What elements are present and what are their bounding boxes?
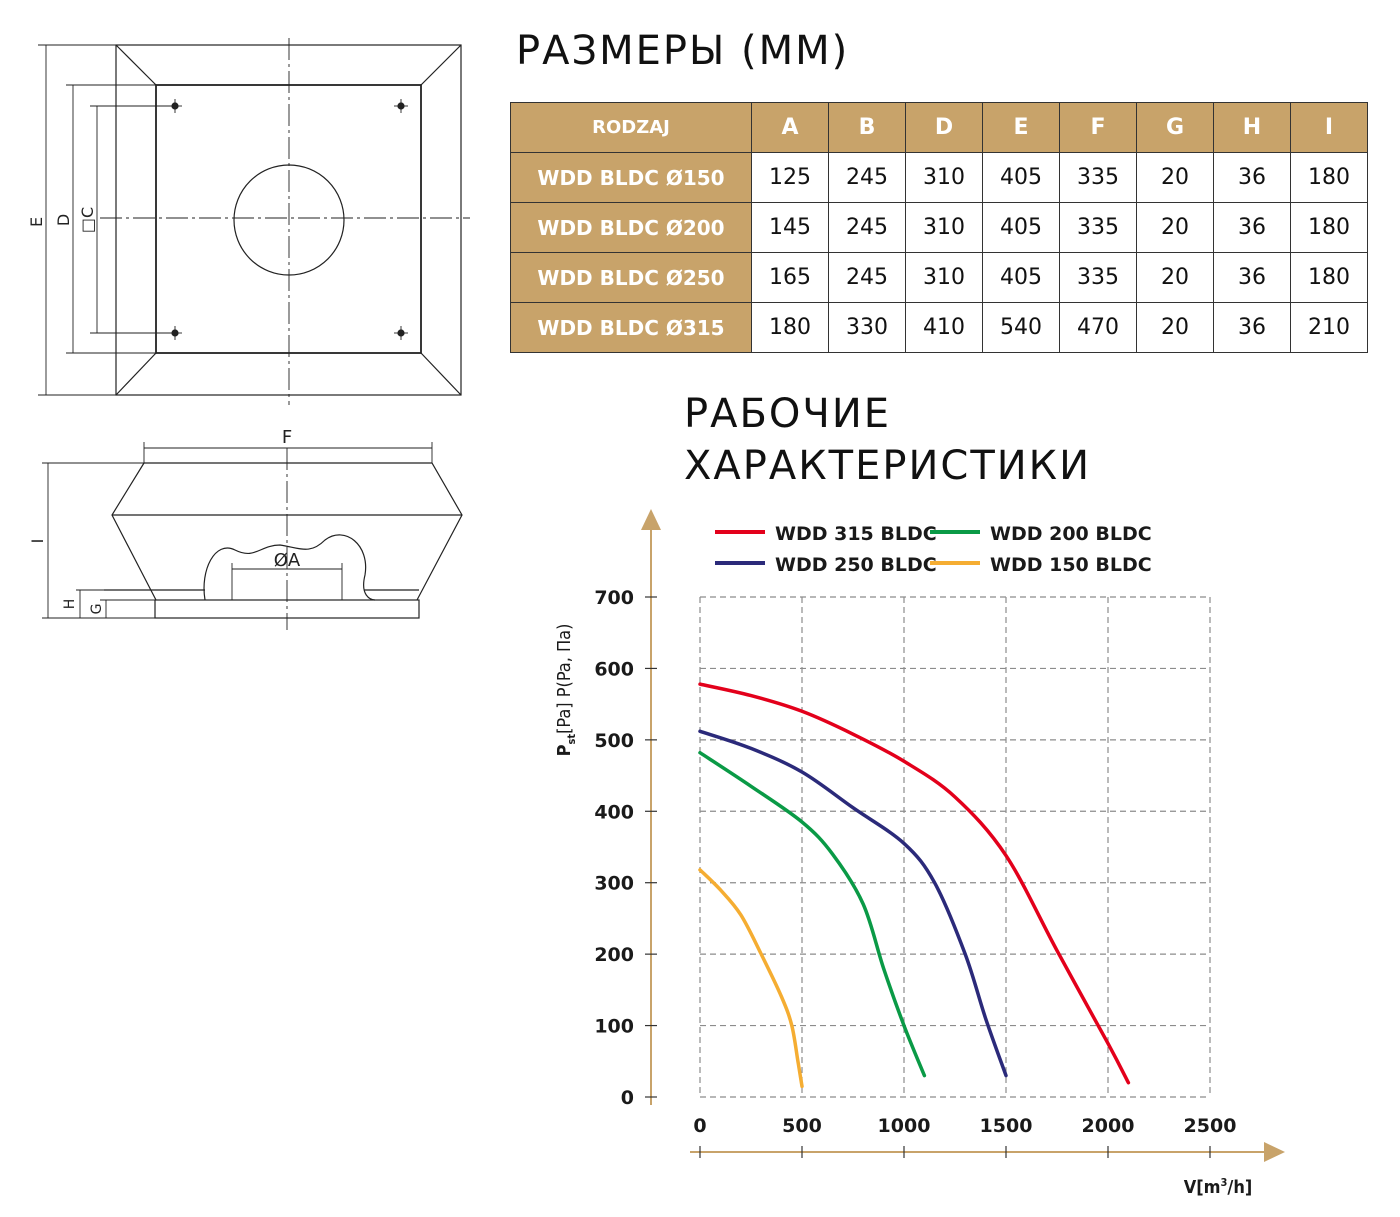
chart-legend: WDD 315 BLDC WDD 250 BLDC WDD 200 BLDC WDD … bbox=[715, 523, 1152, 576]
table-cell: 410 bbox=[905, 302, 983, 353]
x-axis-arrow bbox=[1264, 1142, 1285, 1162]
label-A: ØA bbox=[274, 550, 301, 571]
table-cell: 180 bbox=[1290, 152, 1368, 203]
label-D: D bbox=[54, 214, 73, 226]
table-cell: 335 bbox=[1059, 152, 1137, 203]
y-tick-label: 0 bbox=[621, 1087, 634, 1109]
legend-label: WDD 250 BLDC bbox=[775, 554, 937, 576]
y-label-sub: st bbox=[565, 734, 578, 745]
x-tick-label: 0 bbox=[693, 1115, 706, 1137]
header-cell: E bbox=[982, 102, 1060, 153]
side-breakout bbox=[203, 534, 376, 601]
y-label-rest: [Pa] P(Pa, Па) bbox=[554, 624, 575, 734]
table-cell: 20 bbox=[1136, 202, 1214, 253]
y-tick-label: 200 bbox=[594, 944, 634, 966]
chart-grid bbox=[699, 596, 1211, 1098]
table-cell: 245 bbox=[828, 152, 906, 203]
legend-label: WDD 315 BLDC bbox=[775, 523, 937, 545]
y-tick-label: 500 bbox=[594, 730, 634, 752]
technical-drawing: E D □C F ØA I H G bbox=[27, 38, 470, 630]
x-label-main: V[m bbox=[1184, 1177, 1221, 1198]
y-tick-label: 600 bbox=[594, 658, 634, 680]
chart-series bbox=[698, 682, 1131, 1089]
legend-label: WDD 200 BLDC bbox=[990, 523, 1152, 545]
label-C: □C bbox=[78, 207, 97, 233]
y-label-main: P bbox=[554, 744, 575, 756]
performance-title-line1: РАБОЧИЕ bbox=[684, 391, 892, 437]
table-cell: 470 bbox=[1059, 302, 1137, 353]
series-line-0 bbox=[698, 682, 1131, 1085]
label-I: I bbox=[28, 539, 47, 544]
x-tick-label: 2500 bbox=[1184, 1115, 1237, 1137]
model-cell: WDD BLDC Ø200 bbox=[510, 202, 752, 253]
label-E: E bbox=[27, 217, 46, 227]
header-cell: D bbox=[905, 102, 983, 153]
x-tick-label: 500 bbox=[782, 1115, 822, 1137]
header-cell: G bbox=[1136, 102, 1214, 153]
y-tick-label: 700 bbox=[594, 587, 634, 609]
table-cell: 330 bbox=[828, 302, 906, 353]
model-cell: WDD BLDC Ø150 bbox=[510, 152, 752, 203]
table-cell: 165 bbox=[751, 252, 829, 303]
outer-frame bbox=[115, 44, 462, 396]
table-header-row: RODZAJ A B D E F G H I bbox=[510, 102, 1368, 153]
table-cell: 310 bbox=[905, 202, 983, 253]
label-G: G bbox=[89, 604, 105, 615]
inner-frame bbox=[155, 84, 422, 354]
chart-axes: 0 100 200 300 400 500 600 700 0 500 1000 1500 2000 25… bbox=[594, 509, 1285, 1162]
legend-label: WDD 150 BLDC bbox=[990, 554, 1152, 576]
table-cell: 180 bbox=[1290, 252, 1368, 303]
y-axis-label: Pst[Pa] P(Pa, Па) bbox=[554, 624, 578, 757]
table-cell: 335 bbox=[1059, 252, 1137, 303]
table-cell: 405 bbox=[982, 252, 1060, 303]
table-row: WDD BLDC Ø250 165 245 310 405 335 20 36 … bbox=[510, 252, 1368, 303]
table-cell: 540 bbox=[982, 302, 1060, 353]
dimensions-table: RODZAJ A B D E F G H I WDD BLDC Ø150 125… bbox=[510, 102, 1368, 353]
label-H: H bbox=[62, 599, 78, 610]
x-tick-label: 1000 bbox=[878, 1115, 931, 1137]
x-label-sup: 3 bbox=[1221, 1176, 1228, 1189]
table-cell: 125 bbox=[751, 152, 829, 203]
y-tick-label: 100 bbox=[594, 1016, 634, 1038]
header-cell: A bbox=[751, 102, 829, 153]
x-axis-label: V[m3/h] bbox=[1184, 1176, 1253, 1198]
table-cell: 145 bbox=[751, 202, 829, 253]
header-cell: RODZAJ bbox=[510, 102, 752, 153]
series-line-3 bbox=[698, 868, 804, 1089]
performance-title: РАБОЧИЕ ХАРАКТЕРИСТИКИ bbox=[684, 388, 1091, 492]
x-label-rest: /h] bbox=[1227, 1177, 1252, 1198]
header-cell: I bbox=[1290, 102, 1368, 153]
x-tick-label: 1500 bbox=[980, 1115, 1033, 1137]
table-cell: 20 bbox=[1136, 302, 1214, 353]
table-cell: 210 bbox=[1290, 302, 1368, 353]
y-tick-label: 400 bbox=[594, 801, 634, 823]
header-cell: F bbox=[1059, 102, 1137, 153]
table-row: WDD BLDC Ø150 125 245 310 405 335 20 36 … bbox=[510, 152, 1368, 203]
y-tick-label: 300 bbox=[594, 873, 634, 895]
table-cell: 245 bbox=[828, 202, 906, 253]
header-cell: B bbox=[828, 102, 906, 153]
dimensions-title: РАЗМЕРЫ (MM) bbox=[516, 28, 850, 74]
table-cell: 36 bbox=[1213, 152, 1291, 203]
table-row: WDD BLDC Ø315 180 330 410 540 470 20 36 … bbox=[510, 302, 1368, 353]
table-cell: 20 bbox=[1136, 252, 1214, 303]
header-cell: H bbox=[1213, 102, 1291, 153]
y-axis-arrow bbox=[641, 509, 661, 530]
performance-title-line2: ХАРАКТЕРИСТИКИ bbox=[684, 443, 1092, 489]
table-cell: 335 bbox=[1059, 202, 1137, 253]
table-cell: 310 bbox=[905, 152, 983, 203]
table-cell: 36 bbox=[1213, 302, 1291, 353]
table-row: WDD BLDC Ø200 145 245 310 405 335 20 36 … bbox=[510, 202, 1368, 253]
table-cell: 245 bbox=[828, 252, 906, 303]
x-tick-label: 2000 bbox=[1082, 1115, 1135, 1137]
table-cell: 36 bbox=[1213, 252, 1291, 303]
label-F: F bbox=[282, 427, 292, 448]
model-cell: WDD BLDC Ø315 bbox=[510, 302, 752, 353]
series-line-1 bbox=[698, 729, 1008, 1078]
side-hood bbox=[144, 462, 463, 601]
model-cell: WDD BLDC Ø250 bbox=[510, 252, 752, 303]
series-line-2 bbox=[698, 750, 927, 1078]
